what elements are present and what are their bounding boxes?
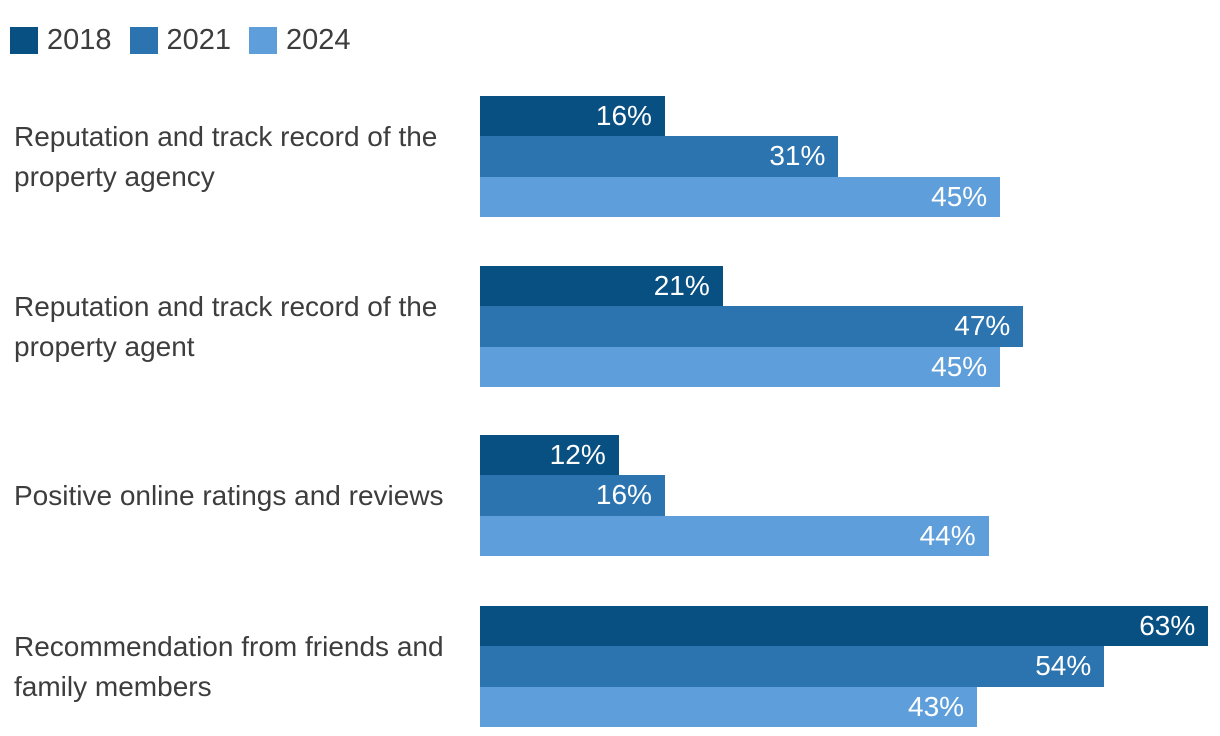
bar-value-label: 31% <box>769 140 826 172</box>
category-row-agency: Reputation and track record of the prope… <box>0 96 1220 217</box>
bar-2024: 43% <box>480 686 978 727</box>
category-label: Recommendation from friends and family m… <box>14 630 444 702</box>
legend-swatch-2024 <box>249 26 278 54</box>
bar-2018: 21% <box>480 266 723 307</box>
bar-group: 12% 16% 44% <box>480 435 989 556</box>
bar-value-label: 47% <box>954 310 1011 342</box>
category-label: Reputation and track record of the prope… <box>14 290 438 362</box>
legend: 2018 2021 2024 <box>10 24 369 56</box>
bar-2021: 47% <box>480 306 1024 347</box>
category-row-recommendation: Recommendation from friends and family m… <box>0 606 1220 727</box>
legend-item-2018: 2018 <box>10 24 112 56</box>
bar-value-label: 12% <box>549 439 606 471</box>
legend-swatch-2018 <box>10 26 38 54</box>
bar-2024: 45% <box>480 346 1001 387</box>
legend-label-2024: 2024 <box>286 24 351 56</box>
legend-label-2021: 2021 <box>166 24 232 56</box>
bar-2018: 63% <box>480 606 1209 647</box>
category-label: Positive online ratings and reviews <box>14 479 444 511</box>
bar-value-label: 16% <box>595 479 652 511</box>
bar-2024: 44% <box>480 515 989 556</box>
bar-value-label: 43% <box>908 690 965 722</box>
bar-value-label: 45% <box>931 180 988 212</box>
bar-2018: 16% <box>480 96 665 137</box>
bar-group: 16% 31% 45% <box>480 96 1001 217</box>
bar-2021: 54% <box>480 646 1105 687</box>
category-row-ratings: Positive online ratings and reviews 12% … <box>0 435 1220 556</box>
category-label: Reputation and track record of the prope… <box>14 120 438 192</box>
bar-group: 21% 47% 45% <box>480 266 1024 387</box>
category-row-agent: Reputation and track record of the prope… <box>0 266 1220 387</box>
bar-value-label: 45% <box>931 350 988 382</box>
legend-item-2024: 2024 <box>249 24 351 56</box>
bar-value-label: 44% <box>919 519 976 551</box>
bar-value-label: 63% <box>1139 610 1196 642</box>
bar-2021: 16% <box>480 475 665 516</box>
bar-2018: 12% <box>480 435 619 476</box>
bar-2024: 45% <box>480 176 1001 217</box>
bar-2021: 31% <box>480 136 839 177</box>
bar-value-label: 54% <box>1035 650 1092 682</box>
legend-label-2018: 2018 <box>47 24 112 56</box>
legend-swatch-2021 <box>129 26 158 54</box>
bar-value-label: 16% <box>595 100 652 132</box>
bar-value-label: 21% <box>653 270 710 302</box>
bar-group: 63% 54% 43% <box>480 606 1209 727</box>
legend-item-2021: 2021 <box>129 24 232 56</box>
